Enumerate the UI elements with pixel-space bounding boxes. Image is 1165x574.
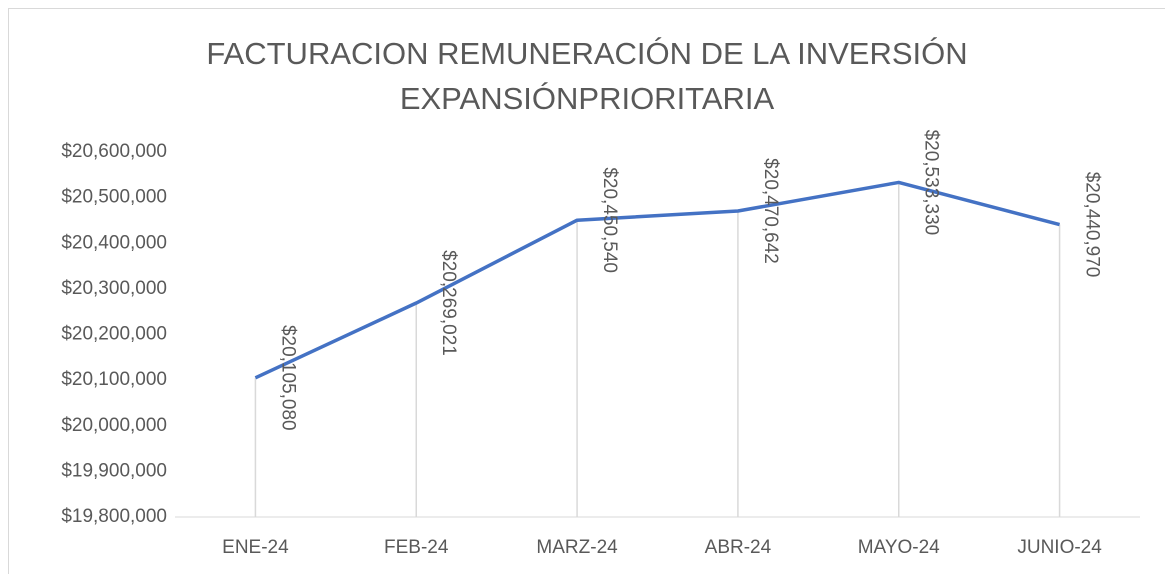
data-label: $20,440,970 (1082, 172, 1103, 278)
data-label: $20,450,540 (599, 167, 620, 273)
data-label: $20,533,330 (921, 130, 942, 236)
chart-border (8, 8, 1165, 574)
x-tick-label: JUNIO-24 (1017, 537, 1102, 558)
x-tick-label: MARZ-24 (536, 537, 618, 558)
y-tick-label: $20,200,000 (61, 324, 167, 345)
y-tick-label: $19,900,000 (61, 460, 167, 481)
y-tick-label: $20,500,000 (61, 187, 167, 208)
data-label: $20,470,642 (760, 158, 781, 264)
x-tick-label: ABR-24 (705, 537, 772, 558)
chart-title: FACTURACION REMUNERACIÓN DE LA INVERSIÓN (206, 36, 967, 71)
y-tick-label: $20,400,000 (61, 232, 167, 253)
y-tick-label: $20,300,000 (61, 278, 167, 299)
y-tick-label: $19,800,000 (61, 506, 167, 527)
y-tick-label: $20,000,000 (61, 415, 167, 436)
data-label: $20,269,021 (438, 250, 459, 356)
y-tick-label: $20,100,000 (61, 369, 167, 390)
data-label: $20,105,080 (277, 325, 298, 431)
chart-title: EXPANSIÓNPRIORITARIA (400, 81, 775, 116)
x-tick-label: MAYO-24 (858, 537, 940, 558)
x-tick-label: ENE-24 (222, 537, 289, 558)
series-line (254, 180, 1061, 380)
y-tick-label: $20,600,000 (61, 141, 167, 162)
x-tick-label: FEB-24 (384, 537, 449, 558)
